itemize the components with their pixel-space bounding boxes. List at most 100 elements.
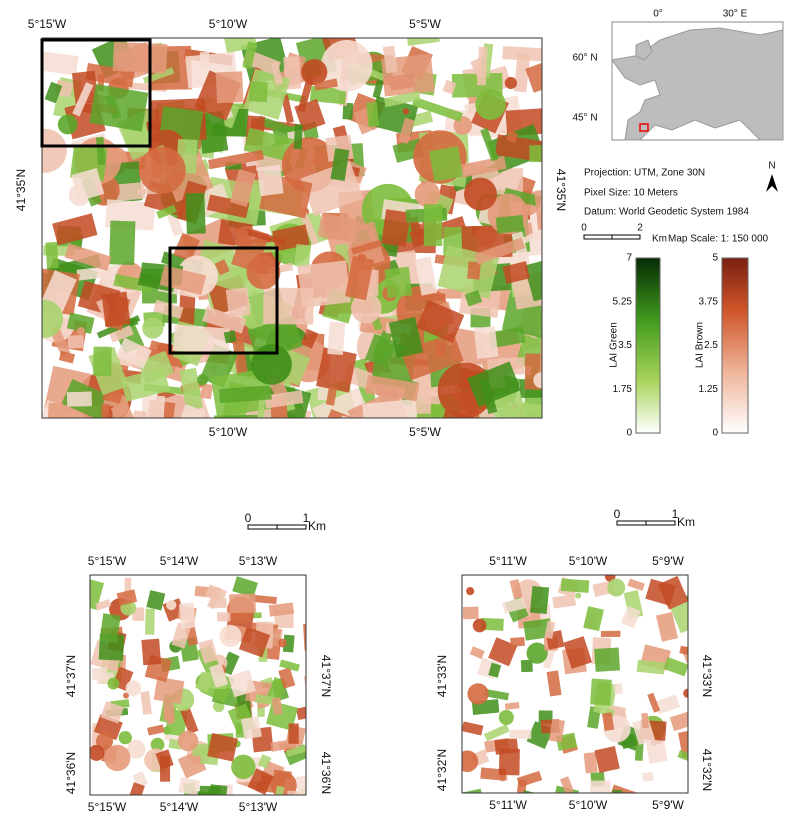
colorbar-tick: 0	[712, 428, 718, 439]
field	[256, 393, 266, 418]
field	[225, 287, 251, 318]
field	[251, 344, 292, 385]
landmass	[611, 27, 784, 141]
scale-label: 0	[245, 511, 252, 525]
field	[197, 374, 209, 386]
field	[645, 737, 668, 764]
field	[268, 602, 295, 617]
field	[282, 634, 295, 653]
field	[590, 780, 611, 793]
lat-label: 45° N	[572, 113, 597, 124]
field	[301, 59, 328, 86]
field-patches	[42, 38, 542, 418]
field	[330, 148, 350, 182]
field	[559, 776, 574, 793]
field	[199, 343, 239, 389]
colorbar-tick: 7	[626, 253, 632, 264]
field	[229, 593, 256, 614]
field	[178, 776, 201, 795]
field	[231, 754, 256, 779]
field	[177, 750, 207, 779]
field	[120, 367, 170, 402]
field	[130, 410, 147, 418]
field	[202, 306, 247, 334]
field	[548, 718, 565, 743]
field	[382, 45, 398, 74]
lon-label: 5°14'W	[160, 554, 199, 568]
field	[655, 611, 678, 642]
field	[677, 749, 688, 766]
colorbar-tick: 0	[626, 428, 632, 439]
field	[71, 167, 105, 202]
field	[246, 255, 281, 290]
field	[398, 117, 415, 144]
field	[477, 46, 488, 86]
field	[488, 637, 518, 667]
field	[402, 108, 410, 115]
field	[496, 417, 542, 418]
field	[95, 599, 112, 611]
info-text: Datum: World Geodetic System 1984	[584, 207, 749, 218]
field	[95, 136, 106, 166]
field	[293, 124, 303, 150]
field	[345, 256, 374, 301]
field	[288, 723, 299, 744]
field	[442, 79, 457, 95]
field	[229, 169, 257, 207]
colorbar-title: LAI Brown	[695, 322, 706, 368]
field	[502, 597, 526, 614]
field	[384, 266, 413, 299]
field	[115, 337, 152, 370]
landmass	[635, 39, 653, 61]
field	[544, 620, 556, 639]
field	[538, 103, 542, 138]
scale-bar	[276, 524, 307, 530]
field	[171, 404, 206, 418]
field	[365, 375, 420, 402]
field	[513, 52, 531, 93]
field	[683, 688, 688, 698]
lon-label: 5°10'W	[209, 425, 248, 439]
field	[155, 749, 174, 770]
field	[636, 659, 666, 675]
field	[583, 606, 604, 632]
field	[140, 691, 152, 715]
colorbar	[721, 257, 749, 434]
field	[141, 638, 162, 666]
lon-label: 5°15'W	[88, 554, 127, 568]
lon-label: 5°15'W	[28, 17, 67, 31]
field	[271, 697, 283, 715]
field	[90, 579, 105, 610]
scale-label: 0	[614, 507, 621, 521]
lon-label: 5°5'W	[409, 17, 441, 31]
field	[116, 589, 138, 606]
field	[472, 618, 487, 633]
scale-label: Km	[677, 515, 695, 529]
lon-label: 5°15'W	[88, 800, 127, 814]
field	[462, 606, 479, 620]
lat-label: 41°35'N	[14, 169, 28, 211]
field	[457, 155, 507, 179]
lon-label: 5°10'W	[569, 554, 608, 568]
field	[467, 683, 489, 705]
field	[149, 416, 185, 418]
field	[166, 599, 177, 611]
field	[647, 692, 661, 713]
field	[388, 316, 424, 359]
field	[125, 680, 142, 696]
field	[217, 612, 231, 622]
field	[658, 575, 688, 610]
field	[504, 701, 520, 710]
field	[300, 328, 319, 349]
field	[153, 676, 185, 705]
lat-label: 41°32'N	[700, 749, 714, 791]
field	[510, 637, 525, 647]
field	[563, 636, 593, 669]
lat-label: 41°32'N	[435, 749, 449, 791]
field	[590, 678, 612, 706]
field	[495, 214, 525, 234]
scale-bar	[583, 234, 613, 240]
field	[255, 694, 275, 706]
field	[315, 347, 357, 393]
field	[366, 101, 380, 128]
